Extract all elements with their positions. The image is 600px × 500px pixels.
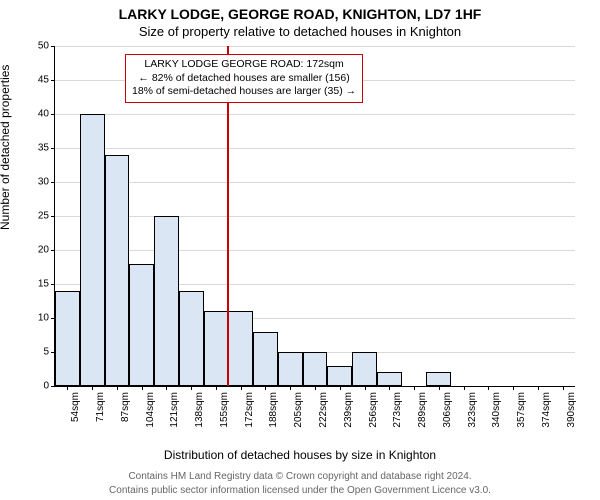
y-tick-label: 10: [38, 313, 49, 324]
gridline-h: [55, 148, 575, 149]
x-tick-mark: [166, 386, 167, 390]
plot-area: 0510152025303540455054sqm71sqm87sqm104sq…: [54, 46, 575, 387]
y-axis-label: Number of detached properties: [0, 65, 12, 230]
annotation-line-2: ← 82% of detached houses are smaller (15…: [132, 72, 356, 86]
bar: [303, 352, 328, 386]
chart-title-main: LARKY LODGE, GEORGE ROAD, KNIGHTON, LD7 …: [0, 6, 600, 22]
bar: [228, 311, 253, 386]
x-tick-mark: [216, 386, 217, 390]
x-tick-label: 87sqm: [120, 392, 131, 422]
x-axis-label: Distribution of detached houses by size …: [0, 448, 600, 462]
x-tick-label: 138sqm: [194, 392, 205, 428]
y-tick-label: 45: [38, 75, 49, 86]
annotation-box: LARKY LODGE GEORGE ROAD: 172sqm ← 82% of…: [125, 54, 363, 103]
x-tick-label: 222sqm: [318, 392, 329, 428]
x-tick-label: 155sqm: [219, 392, 230, 428]
bar: [105, 155, 130, 386]
y-tick-label: 15: [38, 279, 49, 290]
x-tick-mark: [315, 386, 316, 390]
y-tick-label: 20: [38, 245, 49, 256]
x-tick-label: 71sqm: [95, 392, 106, 422]
x-tick-label: 104sqm: [145, 392, 156, 428]
x-tick-mark: [538, 386, 539, 390]
bar: [327, 366, 352, 386]
y-tick-mark: [51, 216, 55, 217]
y-tick-mark: [51, 46, 55, 47]
x-tick-label: 239sqm: [343, 392, 354, 428]
gridline-h: [55, 182, 575, 183]
x-tick-label: 205sqm: [293, 392, 304, 428]
y-tick-mark: [51, 148, 55, 149]
gridline-h: [55, 250, 575, 251]
x-tick-label: 390sqm: [566, 392, 577, 428]
x-tick-mark: [439, 386, 440, 390]
footer-line-2: Contains public sector information licen…: [0, 485, 600, 496]
x-tick-mark: [513, 386, 514, 390]
bar: [179, 291, 204, 386]
bar: [55, 291, 80, 386]
x-tick-mark: [488, 386, 489, 390]
y-tick-label: 0: [43, 381, 49, 392]
x-tick-mark: [142, 386, 143, 390]
y-tick-mark: [51, 182, 55, 183]
x-tick-mark: [365, 386, 366, 390]
y-tick-label: 25: [38, 211, 49, 222]
y-tick-label: 50: [38, 41, 49, 52]
y-tick-mark: [51, 80, 55, 81]
bar: [253, 332, 278, 386]
y-tick-mark: [51, 250, 55, 251]
x-tick-label: 121sqm: [169, 392, 180, 428]
bar: [80, 114, 105, 386]
x-tick-mark: [241, 386, 242, 390]
y-tick-label: 30: [38, 177, 49, 188]
x-tick-mark: [191, 386, 192, 390]
footer-line-1: Contains HM Land Registry data © Crown c…: [0, 471, 600, 482]
x-tick-label: 306sqm: [442, 392, 453, 428]
y-tick-label: 40: [38, 109, 49, 120]
gridline-h: [55, 216, 575, 217]
x-tick-mark: [67, 386, 68, 390]
x-tick-mark: [340, 386, 341, 390]
gridline-h: [55, 46, 575, 47]
x-tick-label: 256sqm: [368, 392, 379, 428]
x-tick-mark: [389, 386, 390, 390]
gridline-h: [55, 114, 575, 115]
x-tick-label: 172sqm: [244, 392, 255, 428]
x-tick-label: 323sqm: [467, 392, 478, 428]
y-tick-label: 5: [43, 347, 49, 358]
x-tick-label: 54sqm: [70, 392, 81, 422]
x-tick-mark: [290, 386, 291, 390]
x-tick-label: 273sqm: [392, 392, 403, 428]
annotation-line-1: LARKY LODGE GEORGE ROAD: 172sqm: [132, 58, 356, 72]
y-tick-mark: [51, 284, 55, 285]
y-tick-label: 35: [38, 143, 49, 154]
x-tick-mark: [117, 386, 118, 390]
x-tick-mark: [265, 386, 266, 390]
x-tick-mark: [563, 386, 564, 390]
bar: [129, 264, 154, 386]
bar: [154, 216, 179, 386]
x-tick-label: 289sqm: [417, 392, 428, 428]
x-tick-mark: [464, 386, 465, 390]
annotation-line-3: 18% of semi-detached houses are larger (…: [132, 85, 356, 99]
y-tick-mark: [51, 386, 55, 387]
x-tick-mark: [414, 386, 415, 390]
chart-title-sub: Size of property relative to detached ho…: [0, 24, 600, 39]
bar: [426, 372, 451, 386]
x-tick-label: 188sqm: [268, 392, 279, 428]
x-tick-label: 374sqm: [541, 392, 552, 428]
x-tick-label: 340sqm: [491, 392, 502, 428]
bar: [278, 352, 303, 386]
x-tick-mark: [92, 386, 93, 390]
bar: [352, 352, 377, 386]
x-tick-label: 357sqm: [516, 392, 527, 428]
bar: [204, 311, 229, 386]
y-tick-mark: [51, 114, 55, 115]
bar: [377, 372, 402, 386]
